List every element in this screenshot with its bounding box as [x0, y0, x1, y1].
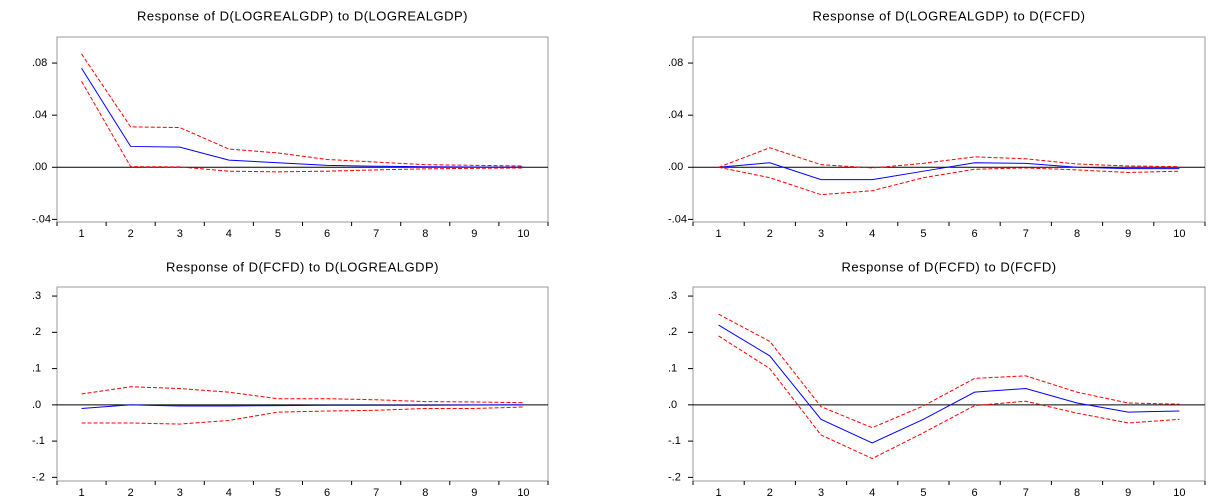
x-tick-label: 4 [226, 487, 232, 497]
response-line [718, 324, 1180, 444]
x-tick-label: 2 [128, 487, 134, 497]
plot-frame [56, 36, 549, 223]
y-tick-label: -.04 [668, 213, 687, 225]
y-tick-label: .1 [32, 362, 41, 374]
confidence-band [718, 147, 1180, 169]
x-tick-label: 6 [972, 228, 978, 240]
confidence-band [81, 81, 524, 173]
x-tick-label: 6 [324, 487, 330, 497]
confidence-band [81, 53, 524, 167]
confidence-band [718, 335, 1180, 460]
plot-frame [692, 36, 1206, 223]
y-tick-label: -.1 [32, 435, 45, 447]
y-tick-label: .1 [668, 362, 677, 374]
y-tick-label: -.2 [32, 471, 45, 483]
y-tick-label: -.04 [32, 213, 51, 225]
y-tick-label: .0 [668, 399, 677, 411]
x-tick-label: 7 [373, 487, 379, 497]
y-tick-label: .04 [32, 109, 47, 121]
x-tick-label: 7 [1023, 487, 1029, 497]
x-tick-label: 1 [716, 487, 722, 497]
confidence-band [81, 406, 524, 425]
x-tick-label: 6 [324, 228, 330, 240]
x-tick-label: 9 [1125, 487, 1131, 497]
x-tick-label: 5 [275, 228, 281, 240]
x-tick-label: 2 [767, 228, 773, 240]
chart-title: Response of D(FCFD) to D(FCFD) [841, 259, 1056, 274]
x-tick-label: 9 [1125, 228, 1131, 240]
y-tick-label: .00 [32, 161, 47, 173]
x-tick-label: 5 [920, 228, 926, 240]
y-tick-label: -.1 [668, 435, 681, 447]
x-tick-label: 2 [128, 228, 134, 240]
response-line [81, 404, 524, 409]
x-tick-label: 8 [422, 228, 428, 240]
x-tick-label: 8 [422, 487, 428, 497]
x-tick-label: 3 [177, 228, 183, 240]
y-tick-label: .08 [668, 57, 683, 69]
x-tick-label: 2 [767, 487, 773, 497]
chart-title: Response of D(LOGREALGDP) to D(LOGREALGD… [137, 8, 468, 23]
x-tick-label: 7 [1023, 228, 1029, 240]
chart-title: Response of D(LOGREALGDP) to D(FCFD) [812, 8, 1085, 23]
x-tick-label: 10 [517, 487, 529, 497]
y-tick-label: .08 [32, 57, 47, 69]
x-tick-label: 8 [1074, 228, 1080, 240]
x-tick-label: 6 [972, 487, 978, 497]
x-tick-label: 7 [373, 228, 379, 240]
x-tick-label: 4 [869, 487, 875, 497]
x-tick-label: 10 [517, 228, 529, 240]
x-tick-label: 1 [78, 228, 84, 240]
x-tick-label: 4 [869, 228, 875, 240]
x-tick-label: 5 [275, 487, 281, 497]
y-tick-label: .3 [668, 290, 677, 302]
confidence-band [718, 166, 1180, 196]
plot-frame [56, 286, 549, 482]
x-tick-label: 3 [818, 228, 824, 240]
response-line [81, 68, 524, 168]
x-tick-label: 10 [1173, 487, 1185, 497]
x-tick-label: 3 [177, 487, 183, 497]
x-tick-label: 3 [818, 487, 824, 497]
y-tick-label: .2 [668, 326, 677, 338]
x-tick-label: 10 [1173, 228, 1185, 240]
y-tick-label: .00 [668, 161, 683, 173]
x-tick-label: 5 [920, 487, 926, 497]
y-tick-label: .0 [32, 399, 41, 411]
response-line [718, 162, 1180, 181]
y-tick-label: .2 [32, 326, 41, 338]
y-tick-label: -.2 [668, 471, 681, 483]
y-tick-label: .3 [32, 290, 41, 302]
confidence-band [81, 386, 524, 404]
x-tick-label: 9 [471, 487, 477, 497]
y-tick-label: .04 [668, 109, 683, 121]
x-tick-label: 1 [78, 487, 84, 497]
x-tick-label: 4 [226, 228, 232, 240]
plot-frame [692, 286, 1206, 482]
x-tick-label: 9 [471, 228, 477, 240]
confidence-band [718, 313, 1180, 429]
x-tick-label: 1 [716, 228, 722, 240]
chart-title: Response of D(FCFD) to D(LOGREALGDP) [166, 259, 439, 274]
x-tick-label: 8 [1074, 487, 1080, 497]
